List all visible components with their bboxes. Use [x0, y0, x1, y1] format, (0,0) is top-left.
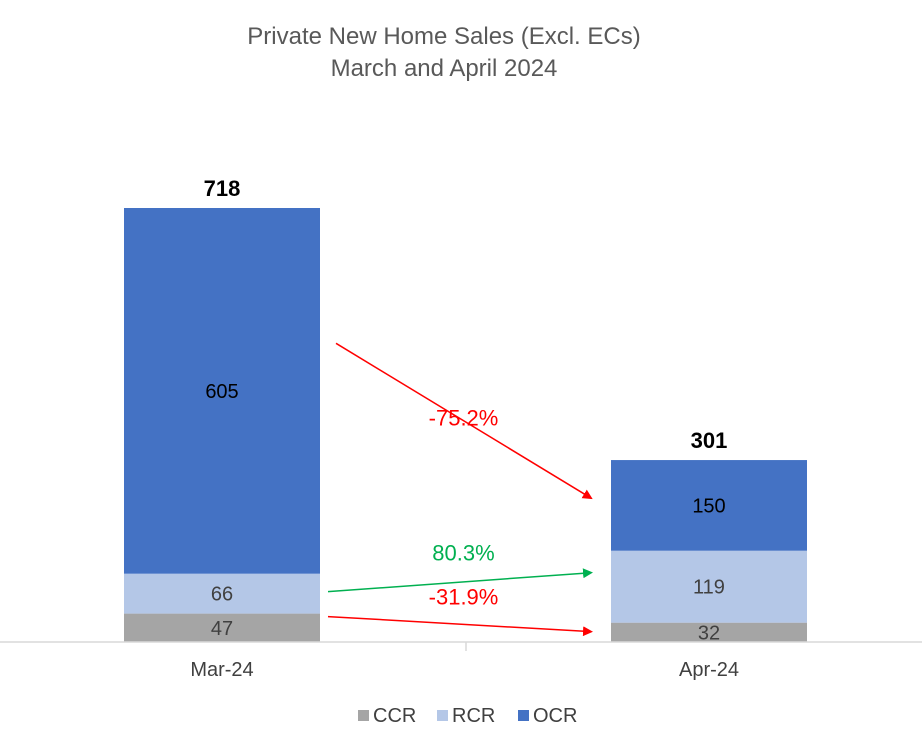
- data-label-ccr-mar-24: 47: [211, 618, 233, 640]
- data-label-rcr-apr-24: 119: [693, 577, 725, 599]
- bar-ccr-mar-24: [124, 613, 320, 642]
- bars-group: 47 66 605 718 32 119 150 301: [124, 176, 807, 644]
- legend-swatch-ccr: [358, 710, 369, 721]
- bar-rcr-mar-24: [124, 573, 320, 614]
- x-tick-label-apr-24: Apr-24: [679, 659, 739, 681]
- bar-ocr-apr-24: [611, 460, 807, 551]
- change-arrow-ccr: [327, 615, 593, 637]
- total-label-apr-24: 301: [691, 428, 728, 453]
- change-arrows-group: -75.2% 80.3% -31.9%: [327, 342, 593, 637]
- legend-swatch-ocr: [518, 710, 529, 721]
- legend-label-rcr: RCR: [452, 705, 495, 727]
- legend-label-ocr: OCR: [533, 705, 577, 727]
- bar-ocr-mar-24: [124, 208, 320, 574]
- change-arrow-ocr: [335, 342, 593, 500]
- bar-rcr-apr-24: [611, 550, 807, 623]
- change-label-rcr: 80.3%: [432, 541, 494, 566]
- legend: CCR RCR OCR: [358, 705, 577, 727]
- legend-label-ccr: CCR: [373, 705, 416, 727]
- bar-ccr-apr-24: [611, 622, 807, 642]
- data-label-ccr-apr-24: 32: [698, 622, 720, 644]
- x-axis-ticks: Mar-24 Apr-24: [190, 659, 739, 681]
- total-label-mar-24: 718: [204, 176, 241, 201]
- change-label-ccr: -31.9%: [429, 585, 499, 610]
- change-arrow-rcr: [327, 568, 593, 593]
- chart-title-line-2: March and April 2024: [331, 55, 558, 82]
- data-label-rcr-mar-24: 66: [211, 584, 233, 606]
- change-label-ocr: -75.2%: [429, 406, 499, 431]
- x-tick-label-mar-24: Mar-24: [190, 659, 253, 681]
- legend-swatch-rcr: [437, 710, 448, 721]
- data-label-ocr-apr-24: 150: [692, 495, 725, 517]
- chart-title-line-1: Private New Home Sales (Excl. ECs): [247, 23, 640, 50]
- data-label-ocr-mar-24: 605: [205, 381, 238, 403]
